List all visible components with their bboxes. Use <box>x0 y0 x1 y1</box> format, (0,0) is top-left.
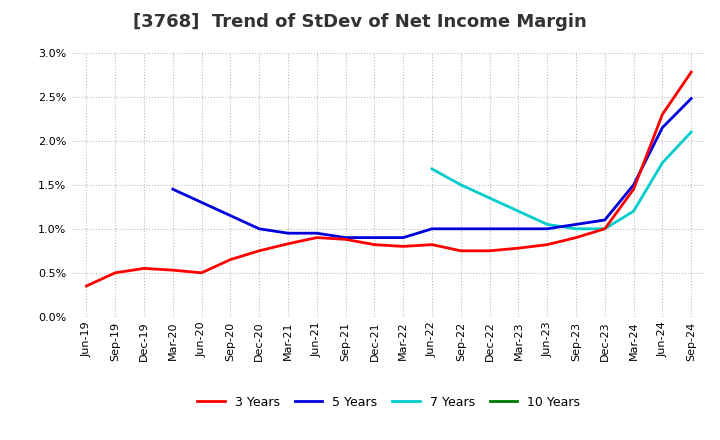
7 Years <box>428 166 436 172</box>
3 Years <box>629 187 638 192</box>
3 Years <box>428 242 436 247</box>
5 Years <box>456 226 465 231</box>
5 Years <box>370 235 379 240</box>
5 Years <box>485 226 494 231</box>
3 Years <box>140 266 148 271</box>
3 Years <box>658 112 667 117</box>
5 Years <box>226 213 235 218</box>
7 Years <box>456 182 465 187</box>
5 Years <box>168 187 177 192</box>
3 Years <box>399 244 408 249</box>
3 Years <box>82 283 91 289</box>
Line: 5 Years: 5 Years <box>173 99 691 238</box>
3 Years <box>111 270 120 275</box>
Text: [3768]  Trend of StDev of Net Income Margin: [3768] Trend of StDev of Net Income Marg… <box>133 13 587 31</box>
7 Years <box>600 226 609 231</box>
3 Years <box>485 248 494 253</box>
7 Years <box>514 209 523 214</box>
5 Years <box>572 222 580 227</box>
3 Years <box>284 241 292 246</box>
7 Years <box>687 129 696 135</box>
7 Years <box>543 222 552 227</box>
7 Years <box>629 209 638 214</box>
Legend: 3 Years, 5 Years, 7 Years, 10 Years: 3 Years, 5 Years, 7 Years, 10 Years <box>192 391 585 414</box>
3 Years <box>687 70 696 75</box>
5 Years <box>629 182 638 187</box>
3 Years <box>572 235 580 240</box>
5 Years <box>341 235 350 240</box>
5 Years <box>197 200 206 205</box>
5 Years <box>428 226 436 231</box>
5 Years <box>399 235 408 240</box>
3 Years <box>312 235 321 240</box>
3 Years <box>456 248 465 253</box>
5 Years <box>543 226 552 231</box>
3 Years <box>197 270 206 275</box>
5 Years <box>687 96 696 101</box>
3 Years <box>543 242 552 247</box>
Line: 7 Years: 7 Years <box>432 132 691 229</box>
5 Years <box>514 226 523 231</box>
3 Years <box>600 226 609 231</box>
3 Years <box>168 268 177 273</box>
5 Years <box>255 226 264 231</box>
3 Years <box>226 257 235 262</box>
Line: 3 Years: 3 Years <box>86 72 691 286</box>
5 Years <box>600 217 609 223</box>
7 Years <box>658 160 667 165</box>
3 Years <box>255 248 264 253</box>
3 Years <box>341 237 350 242</box>
3 Years <box>370 242 379 247</box>
5 Years <box>312 231 321 236</box>
7 Years <box>572 226 580 231</box>
3 Years <box>514 246 523 251</box>
5 Years <box>658 125 667 130</box>
5 Years <box>284 231 292 236</box>
7 Years <box>485 195 494 201</box>
